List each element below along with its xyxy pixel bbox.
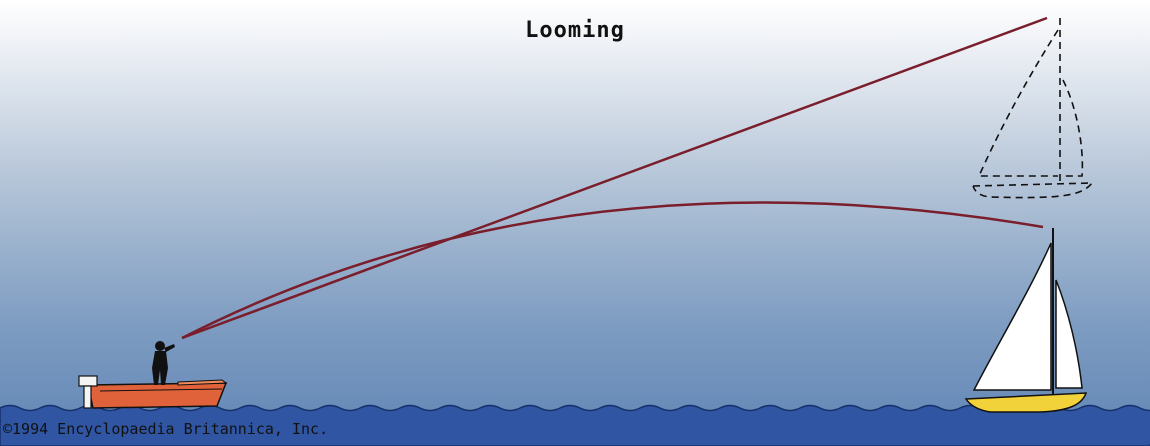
sailboat-hull xyxy=(964,392,1088,413)
actual-sailboat xyxy=(964,228,1088,413)
mainsail xyxy=(972,242,1052,391)
motorboat xyxy=(78,341,228,409)
motorboat-bow-deck xyxy=(177,379,228,386)
straight-sight-line xyxy=(181,16,1048,340)
observer-figure-icon xyxy=(152,341,175,385)
jib-sail xyxy=(1055,279,1083,389)
apparent-sailboat-image xyxy=(972,18,1094,199)
outboard-motor-icon xyxy=(78,375,98,409)
diagram-title: Looming xyxy=(525,18,625,43)
copyright-credit: ©1994 Encyclopaedia Britannica, Inc. xyxy=(3,420,329,438)
motorboat-hull xyxy=(87,382,228,409)
curved-light-path xyxy=(181,201,1044,340)
